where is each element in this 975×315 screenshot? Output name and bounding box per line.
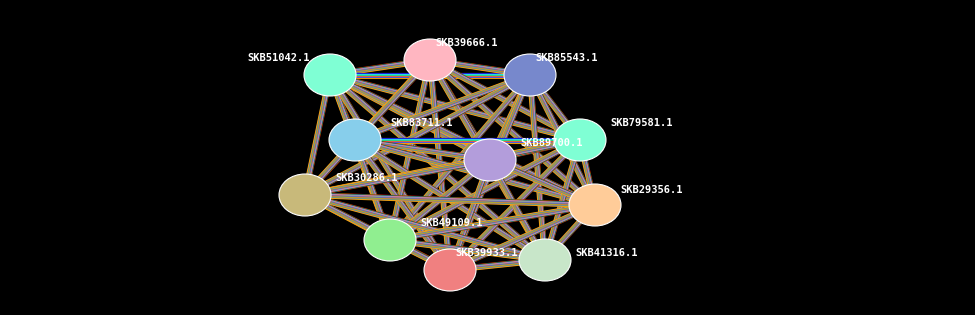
Ellipse shape <box>404 39 456 81</box>
Text: SKB89700.1: SKB89700.1 <box>520 138 582 148</box>
Text: SKB41316.1: SKB41316.1 <box>575 248 638 258</box>
Text: SKB30286.1: SKB30286.1 <box>335 173 398 183</box>
Text: SKB85543.1: SKB85543.1 <box>535 53 598 63</box>
Text: SKB51042.1: SKB51042.1 <box>248 53 310 63</box>
Text: SKB29356.1: SKB29356.1 <box>620 185 682 195</box>
Text: SKB39666.1: SKB39666.1 <box>435 38 497 48</box>
Ellipse shape <box>329 119 381 161</box>
Ellipse shape <box>519 239 571 281</box>
Text: SKB39933.1: SKB39933.1 <box>455 248 518 258</box>
Ellipse shape <box>424 249 476 291</box>
Text: SKB83711.1: SKB83711.1 <box>390 118 452 128</box>
Ellipse shape <box>464 139 516 181</box>
Ellipse shape <box>279 174 331 216</box>
Ellipse shape <box>504 54 556 96</box>
Ellipse shape <box>569 184 621 226</box>
Ellipse shape <box>304 54 356 96</box>
Ellipse shape <box>364 219 416 261</box>
Text: SKB79581.1: SKB79581.1 <box>610 118 673 128</box>
Ellipse shape <box>554 119 606 161</box>
Text: SKB49109.1: SKB49109.1 <box>420 218 483 228</box>
